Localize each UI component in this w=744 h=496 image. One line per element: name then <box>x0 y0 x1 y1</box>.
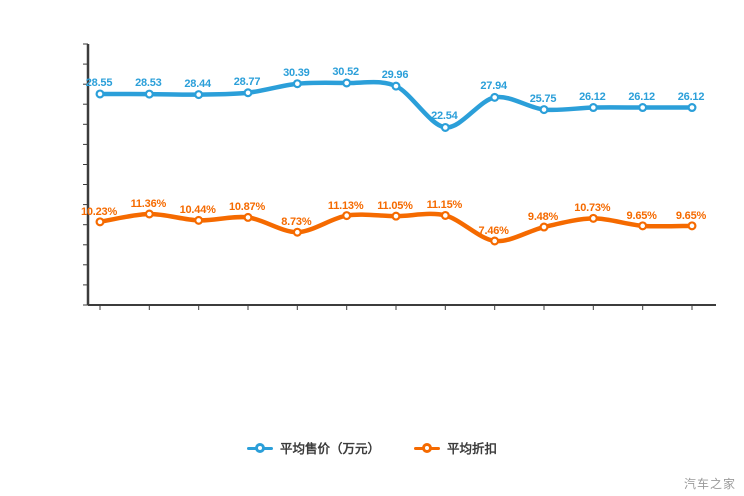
data-point <box>687 103 697 113</box>
data-label: 7.46% <box>478 225 509 237</box>
data-label: 26.12 <box>579 90 606 103</box>
data-label: 25.75 <box>529 92 557 105</box>
legend-item-avg-price[interactable]: 平均售价（万元） <box>246 438 380 457</box>
data-label: 9.48% <box>527 211 559 223</box>
data-label: 10.73% <box>574 202 611 215</box>
data-point <box>243 212 253 222</box>
data-label: 11.36% <box>130 198 167 210</box>
x-axis-ticks <box>99 305 693 310</box>
chart-axes <box>83 43 716 310</box>
data-point <box>588 103 598 113</box>
watermark: 汽车之家 <box>683 477 736 491</box>
data-label: 11.05% <box>377 200 413 213</box>
data-label: 9.65% <box>675 209 707 222</box>
data-point <box>539 105 549 115</box>
data-point <box>95 89 105 99</box>
data-point <box>687 221 697 231</box>
data-label: 28.55 <box>85 76 113 89</box>
data-point <box>588 213 598 223</box>
data-point <box>490 92 500 102</box>
legend-marker-blue-icon <box>246 442 273 454</box>
legend-label-avg-price: 平均售价（万元） <box>279 442 380 456</box>
series-markers-avg-price <box>95 78 697 132</box>
data-point <box>95 217 105 227</box>
data-point <box>440 210 450 220</box>
data-point <box>638 221 648 231</box>
data-label: 30.52 <box>332 66 359 78</box>
data-point <box>292 79 302 89</box>
data-label: 29.96 <box>381 69 409 82</box>
series-markers-avg-discount <box>95 209 697 246</box>
data-label: 28.44 <box>184 77 211 90</box>
data-point <box>243 88 253 98</box>
data-label: 22.54 <box>431 110 458 123</box>
data-point <box>539 222 549 232</box>
data-point <box>638 103 648 113</box>
data-label: 8.73% <box>281 216 312 229</box>
data-point <box>391 81 401 91</box>
legend-label-avg-discount: 平均折扣 <box>447 442 498 456</box>
data-label: 10.44% <box>179 204 216 217</box>
data-point <box>194 215 204 225</box>
data-label: 10.87% <box>228 201 266 214</box>
data-label: 30.39 <box>283 66 310 79</box>
data-point <box>440 122 450 132</box>
data-label: 26.12 <box>628 90 655 103</box>
data-point <box>194 90 204 100</box>
legend-marker-orange-icon <box>414 442 440 454</box>
data-point <box>391 211 401 221</box>
legend-item-avg-discount[interactable]: 平均折扣 <box>414 438 497 457</box>
data-label: 26.12 <box>677 90 705 103</box>
y-axis-ticks <box>83 43 88 306</box>
data-point <box>144 89 154 99</box>
data-point <box>292 227 302 237</box>
data-point <box>490 236 500 246</box>
chart-legend: 平均售价（万元） 平均折扣 <box>0 438 744 457</box>
data-point <box>342 211 352 221</box>
data-point <box>144 209 154 219</box>
data-label: 28.77 <box>233 75 261 88</box>
data-label: 9.65% <box>626 209 657 222</box>
data-label: 11.15% <box>426 199 463 212</box>
data-label: 28.53 <box>135 77 162 90</box>
data-label: 11.13% <box>327 199 364 212</box>
data-point <box>342 78 352 88</box>
data-label: 10.23% <box>80 205 118 218</box>
data-label: 27.94 <box>480 80 507 93</box>
